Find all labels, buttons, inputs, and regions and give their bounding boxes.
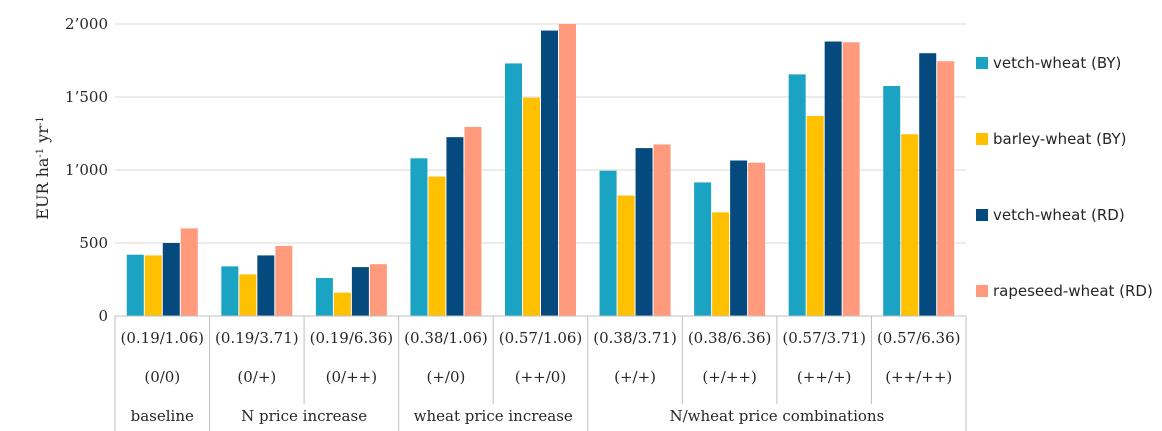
bar — [617, 195, 635, 316]
bar — [315, 278, 333, 316]
category-label: (0.57/6.36) — [877, 329, 961, 347]
category-code-label: (++/+) — [797, 368, 851, 386]
bar — [842, 42, 860, 316]
bar — [410, 158, 428, 316]
bar — [599, 170, 617, 316]
bar — [788, 74, 806, 317]
bar — [257, 255, 275, 316]
category-label: (0.38/6.36) — [688, 329, 772, 347]
bar — [221, 266, 239, 316]
category-label: (0.38/3.71) — [593, 329, 677, 347]
y-tick-labels: 0 500 1’000 1’500 2’000 — [65, 15, 108, 325]
axes — [114, 315, 967, 431]
legend-swatch — [976, 133, 988, 145]
bar — [464, 126, 482, 317]
bar — [883, 86, 901, 316]
category-label: (0.57/1.06) — [499, 329, 583, 347]
bar — [162, 243, 180, 316]
category-labels: (0.19/1.06) (0/0) (0.19/3.71) (0/+) (0.19/6.… — [120, 329, 960, 425]
y-tick-label: 1’500 — [65, 88, 108, 106]
bar — [653, 144, 671, 316]
bar — [369, 264, 387, 316]
bars — [126, 24, 955, 317]
bar — [541, 30, 558, 316]
legend-label: barley-wheat (BY) — [993, 130, 1126, 148]
bar — [559, 24, 576, 316]
category-code-label: (0/0) — [144, 368, 180, 386]
category-label: (0.19/3.71) — [215, 329, 299, 347]
bar — [806, 115, 824, 316]
bar — [126, 254, 144, 316]
bar — [351, 267, 369, 316]
group-label: wheat price increase — [414, 407, 573, 425]
group-label: baseline — [131, 407, 194, 425]
bar — [333, 292, 351, 316]
legend-label: vetch-wheat (BY) — [993, 54, 1121, 72]
bar — [275, 245, 293, 316]
category-label: (0.19/1.06) — [120, 329, 204, 347]
category-code-label: (+/0) — [427, 368, 466, 386]
category-code-label: (0/++) — [326, 368, 377, 386]
y-tick-label: 1’000 — [65, 161, 108, 179]
bar — [694, 182, 712, 316]
bar — [446, 137, 464, 316]
legend-label: vetch-wheat (RD) — [993, 206, 1125, 224]
bar — [505, 63, 522, 316]
bar — [712, 212, 730, 316]
bar — [239, 274, 257, 316]
category-label: (0.38/1.06) — [404, 329, 488, 347]
bar — [428, 176, 446, 316]
y-tick-label: 500 — [79, 234, 108, 252]
bar — [635, 148, 653, 316]
legend-swatch — [976, 285, 988, 297]
category-code-label: (+/++) — [702, 368, 756, 386]
category-label: (0.19/6.36) — [310, 329, 394, 347]
legend-label: rapeseed-wheat (RD) — [993, 282, 1153, 300]
category-label: (0.57/3.71) — [782, 329, 866, 347]
y-axis-label: EUR ha-1 yr-1 — [33, 116, 52, 219]
bar — [748, 162, 766, 316]
gridlines — [115, 23, 966, 244]
bar — [919, 53, 937, 316]
category-code-label: (++/++) — [885, 368, 952, 386]
category-code-label: (0/+) — [237, 368, 276, 386]
group-label: N/wheat price combinations — [669, 407, 884, 425]
legend: vetch-wheat (BY) barley-wheat (BY) vetch-w… — [976, 54, 1153, 300]
bar — [144, 255, 162, 316]
legend-swatch — [976, 57, 988, 69]
y-tick-label: 2’000 — [65, 15, 108, 33]
group-label: N price increase — [241, 407, 367, 425]
bar — [523, 97, 540, 316]
legend-swatch — [976, 209, 988, 221]
category-code-label: (+/+) — [614, 368, 656, 386]
bar — [901, 134, 919, 316]
category-code-label: (++/0) — [515, 368, 566, 386]
bar — [730, 160, 748, 316]
bar — [824, 41, 842, 317]
bar — [180, 228, 198, 316]
bar — [937, 61, 955, 317]
y-tick-label: 0 — [98, 307, 108, 325]
